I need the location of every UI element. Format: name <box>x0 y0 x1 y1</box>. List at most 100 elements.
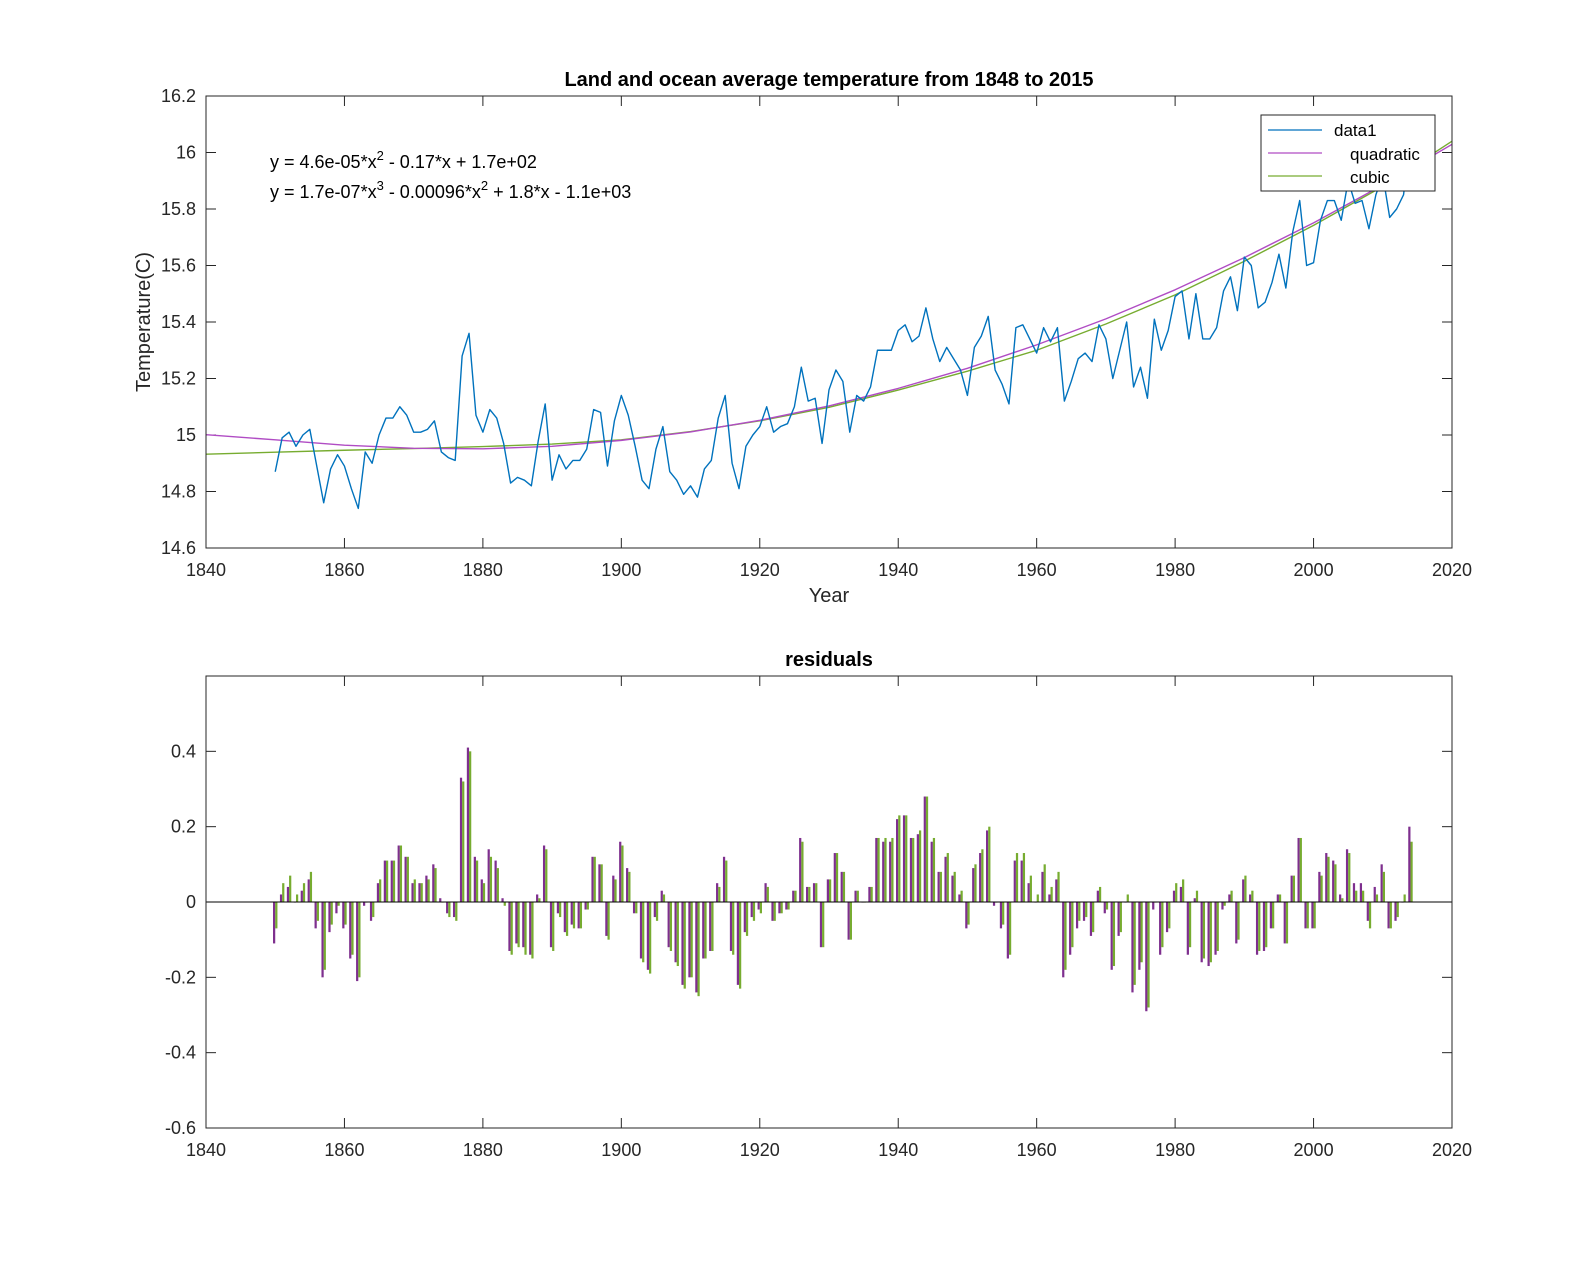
residual-bar-quadratic <box>1027 883 1030 902</box>
residual-bar-cubic <box>531 902 534 959</box>
x-tick-label: 1860 <box>324 560 364 580</box>
residual-bar-quadratic <box>709 902 712 951</box>
residual-bar-quadratic <box>1193 898 1196 902</box>
residual-bar-cubic <box>524 902 527 955</box>
residual-bar-quadratic <box>1387 902 1390 929</box>
cubic-equation-part: - 0.00096*x <box>384 182 481 202</box>
residual-bar-quadratic <box>1304 902 1307 929</box>
residual-bar-cubic <box>1140 902 1143 963</box>
residual-bar-cubic <box>1119 902 1122 933</box>
series-line-data1 <box>274 138 1412 510</box>
residual-bar-quadratic <box>909 837 913 902</box>
residual-bar-cubic <box>676 902 679 967</box>
residual-bar-cubic <box>517 902 520 948</box>
residual-bar-cubic <box>1272 902 1275 929</box>
x-tick-label: 1960 <box>1017 1140 1057 1160</box>
residual-bar-quadratic <box>612 875 615 902</box>
residual-bar-quadratic <box>1013 860 1016 902</box>
residual-bar-cubic <box>1175 883 1178 902</box>
residual-bar-quadratic <box>979 853 982 902</box>
residual-bar-quadratic <box>1359 883 1363 902</box>
residual-bar-quadratic <box>1345 849 1349 902</box>
cubic-equation-exponent: 3 <box>377 178 384 193</box>
cubic-equation: y = 1.7e-07*x3 - 0.00096*x2 + 1.8*x - 1.… <box>270 178 631 202</box>
residual-bar-quadratic <box>944 856 947 902</box>
x-tick-label: 1980 <box>1155 560 1195 580</box>
residual-bar-quadratic <box>279 894 283 902</box>
residual-bar-quadratic <box>1048 894 1051 902</box>
residual-bar-cubic <box>614 879 617 902</box>
residual-bar-quadratic <box>529 902 532 955</box>
residual-bar-cubic <box>1278 894 1282 902</box>
quadratic-equation: y = 4.6e-05*x2 - 0.17*x + 1.7e+02 <box>270 148 537 172</box>
residual-bar-quadratic <box>390 860 393 902</box>
residual-bar-cubic <box>1410 841 1413 902</box>
residual-bar-cubic <box>1382 871 1385 902</box>
residual-bar-cubic <box>981 849 984 902</box>
residual-bar-quadratic <box>674 902 677 963</box>
y-tick-label: 15.6 <box>161 256 196 276</box>
residual-bar-quadratic <box>695 902 698 993</box>
residual-bar-cubic <box>1230 890 1233 902</box>
residual-bar-cubic <box>593 856 596 902</box>
residual-bar-cubic <box>579 902 583 929</box>
residual-bar-quadratic <box>951 875 954 902</box>
residual-bar-cubic <box>662 894 666 902</box>
residual-bar-cubic <box>503 902 506 906</box>
residual-bar-cubic <box>1292 875 1296 902</box>
residual-bar-cubic <box>732 902 735 955</box>
residual-bar-cubic <box>309 871 313 902</box>
residual-bar-cubic <box>469 751 472 902</box>
residual-bar-quadratic <box>778 902 781 914</box>
residual-bar-quadratic <box>1200 902 1203 963</box>
residual-bar-quadratic <box>1159 902 1162 955</box>
legend-label-data1: data1 <box>1334 121 1377 140</box>
residual-bar-cubic <box>1320 875 1323 902</box>
residual-bar-quadratic <box>1276 894 1279 902</box>
residual-bar-quadratic <box>369 902 373 921</box>
residual-bar-cubic <box>856 890 859 902</box>
residual-bar-cubic <box>1036 894 1039 902</box>
residual-bar-cubic <box>1368 902 1372 929</box>
y-tick-label: 16 <box>176 143 196 163</box>
residual-bar-cubic <box>1389 902 1392 929</box>
temperature-y-axis-label: Temperature(C) <box>133 252 155 392</box>
x-tick-label: 2020 <box>1432 560 1472 580</box>
residual-bar-quadratic <box>923 796 926 902</box>
residual-bar-quadratic <box>639 902 643 959</box>
residual-bar-cubic <box>815 883 818 902</box>
residual-bar-quadratic <box>273 902 276 944</box>
residual-bar-quadratic <box>556 902 560 914</box>
residual-bar-cubic <box>1050 886 1053 902</box>
residual-bar-cubic <box>690 902 693 978</box>
residual-bar-cubic <box>870 886 873 902</box>
x-tick-label: 1880 <box>463 560 503 580</box>
residual-bar-quadratic <box>1249 894 1252 902</box>
residual-bar-quadratic <box>321 902 324 978</box>
residual-bar-quadratic <box>722 856 726 902</box>
residual-bar-cubic <box>683 902 686 989</box>
residual-bar-cubic <box>974 864 977 902</box>
residual-bar-cubic <box>1133 902 1136 985</box>
residual-bar-quadratic <box>889 841 892 902</box>
residual-bar-cubic <box>1216 902 1219 951</box>
residual-bar-cubic <box>1306 902 1309 929</box>
residual-bar-quadratic <box>480 879 483 902</box>
residual-bar-quadratic <box>986 830 989 902</box>
residual-bar-quadratic <box>591 856 594 902</box>
residual-bar-cubic <box>1147 902 1150 1008</box>
residual-bar-quadratic <box>1062 902 1065 978</box>
residual-bar-cubic <box>628 871 631 902</box>
residual-bar-cubic <box>552 902 555 951</box>
residual-bar-quadratic <box>792 890 795 902</box>
residual-bar-cubic <box>808 886 811 902</box>
residual-bar-cubic <box>697 902 700 997</box>
cubic-equation-exponent: 2 <box>481 178 488 193</box>
residual-bar-cubic <box>1092 902 1095 933</box>
residual-bar-cubic <box>891 837 894 902</box>
residual-bar-cubic <box>1202 902 1206 959</box>
residual-bar-cubic <box>1002 902 1005 925</box>
residual-bar-cubic <box>1112 902 1116 967</box>
residual-bar-quadratic <box>1332 860 1335 902</box>
residual-bar-cubic <box>1223 902 1226 906</box>
